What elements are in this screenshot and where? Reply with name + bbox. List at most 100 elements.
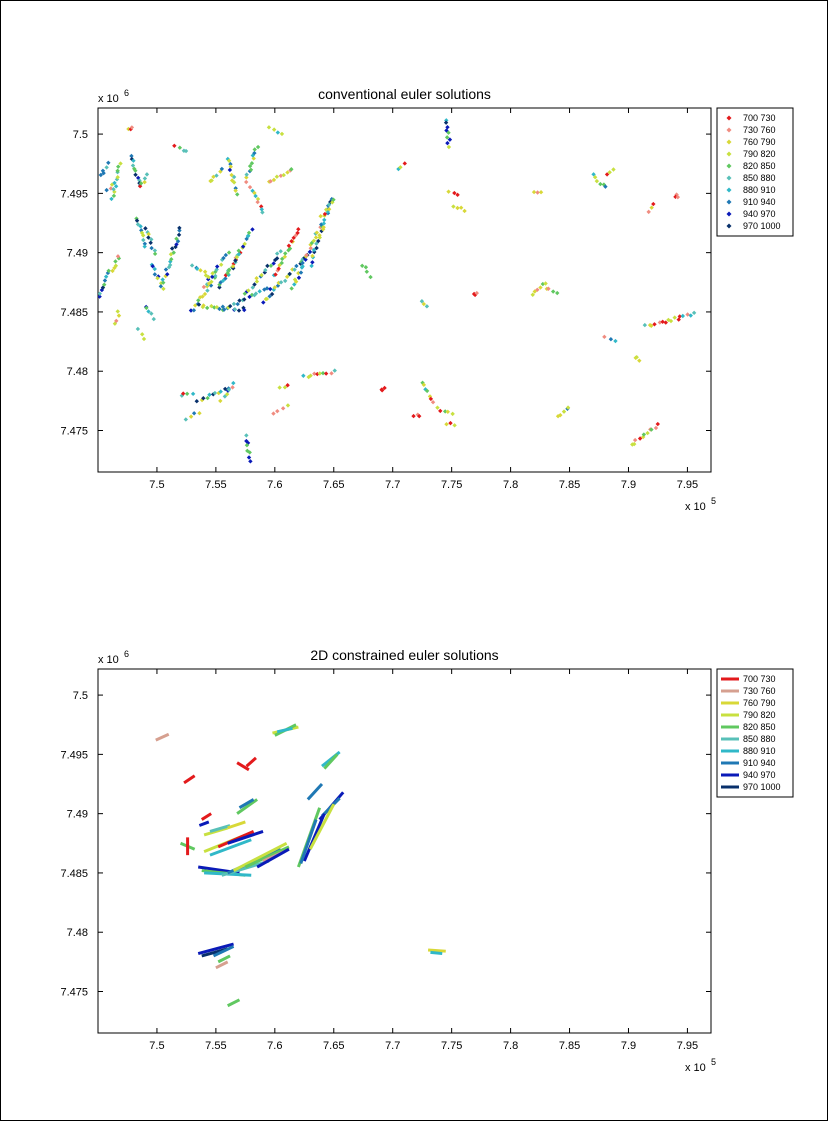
data-point: [308, 246, 313, 251]
data-point: [206, 281, 212, 286]
data-point: [142, 244, 147, 249]
data-point: [235, 301, 240, 307]
data-point: [138, 224, 143, 229]
data-point: [443, 120, 449, 125]
data-point: [224, 392, 230, 397]
legend-label: 970 1000: [743, 221, 781, 231]
data-point: [275, 408, 280, 414]
x-tick-label: 7.85: [559, 479, 580, 491]
data-point: [140, 332, 145, 337]
data-point: [331, 197, 336, 202]
data-point: [139, 230, 145, 236]
data-point: [112, 189, 117, 195]
legend-label: 850 880: [743, 734, 776, 744]
data-point: [165, 272, 170, 277]
chart-title: 2D constrained euler solutions: [310, 647, 498, 663]
data-point: [641, 432, 647, 437]
data-point: [364, 269, 369, 274]
data-point: [142, 179, 147, 185]
data-point: [316, 238, 321, 244]
data-point: [152, 251, 158, 257]
data-point: [320, 370, 326, 376]
data-point: [236, 251, 242, 257]
data-point: [277, 385, 282, 390]
data-point: [649, 427, 654, 432]
data-point: [329, 196, 335, 202]
legend-label: 820 850: [743, 722, 776, 732]
legend-marker: [726, 223, 732, 229]
data-point: [598, 181, 603, 187]
data-point: [110, 268, 115, 274]
data-point: [442, 409, 448, 414]
data-point: [214, 173, 219, 178]
data-point: [326, 207, 332, 212]
x-tick-label: 7.55: [205, 1040, 226, 1052]
data-point: [279, 256, 285, 262]
data-point: [668, 318, 674, 324]
data-point: [660, 319, 665, 324]
data-point: [363, 265, 369, 270]
y-tick-label: 7.475: [60, 426, 88, 438]
data-point: [558, 412, 563, 418]
solution-segment: [198, 820, 210, 827]
data-point: [677, 314, 682, 319]
data-point: [282, 278, 288, 284]
data-point: [161, 286, 166, 292]
legend-marker: [726, 187, 732, 193]
data-point: [98, 294, 102, 299]
data-point: [146, 309, 151, 314]
data-point: [244, 172, 249, 177]
data-point: [232, 307, 238, 312]
data-point: [289, 239, 294, 244]
data-point: [275, 130, 281, 135]
data-point: [292, 267, 297, 272]
data-point: [312, 371, 317, 376]
data-point: [281, 172, 286, 178]
data-point: [282, 254, 288, 259]
data-point: [282, 385, 288, 390]
data-point: [666, 317, 671, 323]
data-point: [213, 269, 218, 274]
data-point: [250, 285, 255, 290]
y-tick-label: 7.485: [60, 868, 88, 880]
data-point: [241, 305, 246, 311]
data-point: [642, 322, 648, 328]
legend-label: 880 910: [743, 185, 776, 195]
data-point: [455, 192, 460, 198]
legend-label: 730 760: [743, 686, 776, 696]
data-point: [314, 241, 319, 246]
data-point: [329, 371, 334, 376]
data-point: [115, 309, 120, 314]
data-point: [188, 414, 194, 419]
data-point: [253, 291, 259, 296]
data-point: [631, 441, 637, 447]
data-point: [100, 168, 106, 174]
x-axis-exponent: 5: [711, 496, 716, 506]
data-point: [230, 385, 235, 390]
solution-segment: [226, 998, 241, 1008]
data-point: [194, 398, 199, 404]
data-point: [207, 392, 212, 397]
data-point: [292, 282, 297, 287]
data-point: [233, 258, 238, 263]
data-point: [134, 218, 140, 223]
data-point: [231, 380, 236, 386]
x-tick-label: 7.65: [323, 479, 344, 491]
solution-segment: [238, 798, 255, 810]
data-point: [603, 184, 608, 189]
chart-title: conventional euler solutions: [318, 86, 491, 102]
solution-segment: [256, 847, 290, 869]
data-point: [109, 196, 114, 202]
data-point: [190, 391, 196, 397]
x-tick-label: 7.7: [385, 479, 400, 491]
data-point: [249, 292, 255, 298]
data-point: [104, 165, 109, 170]
data-point: [276, 266, 281, 271]
data-point: [417, 413, 422, 419]
solution-segment: [302, 813, 326, 862]
data-point: [637, 358, 642, 363]
data-point: [172, 143, 177, 148]
data-point: [230, 264, 236, 269]
data-point: [266, 125, 272, 130]
data-point: [144, 305, 149, 311]
